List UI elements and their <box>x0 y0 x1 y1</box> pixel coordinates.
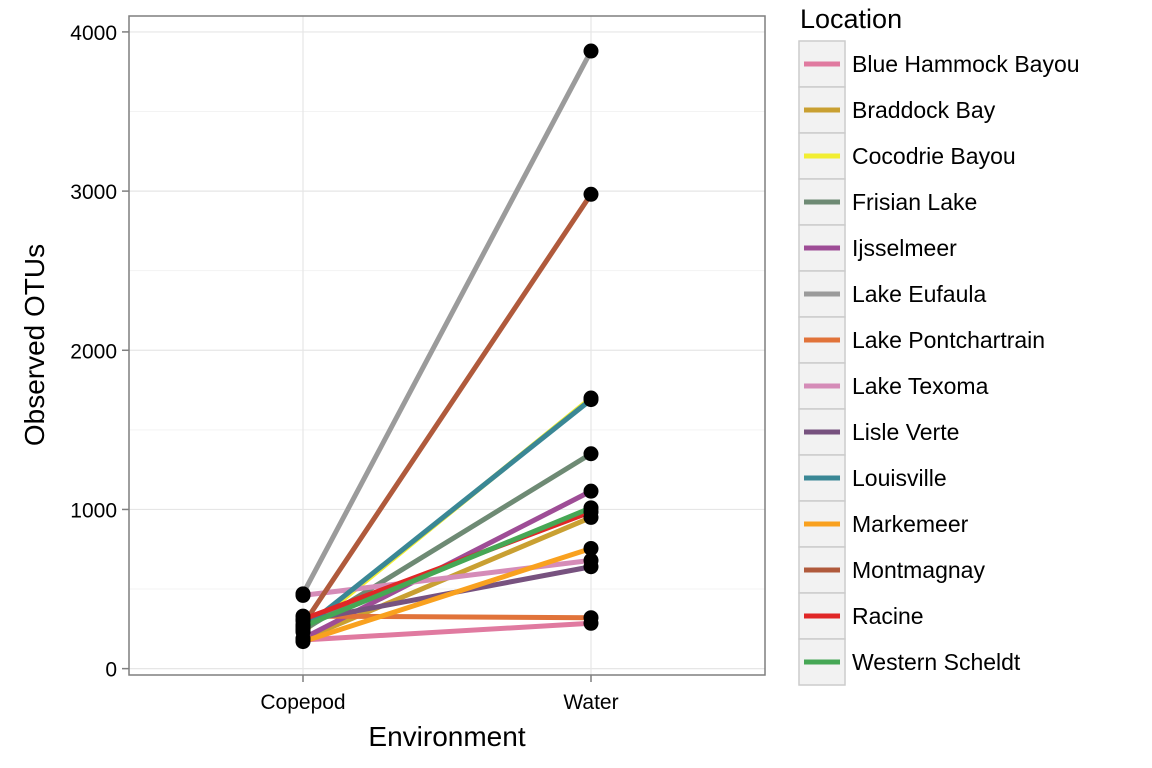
series-line <box>302 613 592 621</box>
legend-label: Lake Eufaula <box>852 281 986 307</box>
data-point <box>583 500 599 516</box>
data-point <box>295 634 311 650</box>
legend-label: Lake Texoma <box>852 373 989 399</box>
data-points <box>295 43 599 650</box>
series-lines <box>300 49 594 644</box>
x-tick-label: Copepod <box>260 691 345 714</box>
series-line <box>302 620 592 643</box>
data-point <box>295 618 311 634</box>
legend: Blue Hammock Bayou Braddock Bay Cocodrie B… <box>798 40 1080 686</box>
legend-label: Racine <box>852 603 924 629</box>
legend-label: Montmagnay <box>852 557 985 583</box>
series-line <box>300 49 594 595</box>
data-point <box>583 186 599 202</box>
legend-label: Western Scheldt <box>852 649 1021 675</box>
data-point <box>295 587 311 603</box>
data-point <box>583 559 599 575</box>
y-tick-label: 4000 <box>70 22 117 45</box>
y-axis: 0 1000 2000 3000 4000 <box>70 22 129 682</box>
legend-label: Braddock Bay <box>852 97 996 123</box>
series-line <box>302 505 592 629</box>
y-tick-label: 2000 <box>70 340 117 363</box>
plot-border <box>128 15 766 676</box>
y-tick-label: 3000 <box>70 181 117 204</box>
y-axis-title: Observed OTUs <box>19 244 50 446</box>
series-line <box>301 397 593 631</box>
data-point <box>583 610 599 626</box>
x-tick-label: Water <box>563 691 618 714</box>
legend-label: Ijsselmeer <box>852 235 957 261</box>
data-point <box>583 540 599 556</box>
x-axis: Copepod Water <box>260 675 619 714</box>
legend-label: Markemeer <box>852 511 969 537</box>
legend-label: Lake Pontchartrain <box>852 327 1045 353</box>
legend-title: Location <box>800 4 902 34</box>
legend-label: Louisville <box>852 465 947 491</box>
y-tick-label: 0 <box>105 659 117 682</box>
legend-label: Blue Hammock Bayou <box>852 51 1080 77</box>
series-line <box>300 192 594 627</box>
legend-label: Cocodrie Bayou <box>852 143 1016 169</box>
data-point <box>583 446 599 462</box>
data-point <box>583 43 599 59</box>
legend-label: Frisian Lake <box>852 189 977 215</box>
data-point <box>583 392 599 408</box>
series-line <box>302 546 592 644</box>
x-axis-title: Environment <box>368 721 525 752</box>
legend-label: Lisle Verte <box>852 419 959 445</box>
y-tick-label: 1000 <box>70 499 117 522</box>
data-point <box>583 483 599 499</box>
